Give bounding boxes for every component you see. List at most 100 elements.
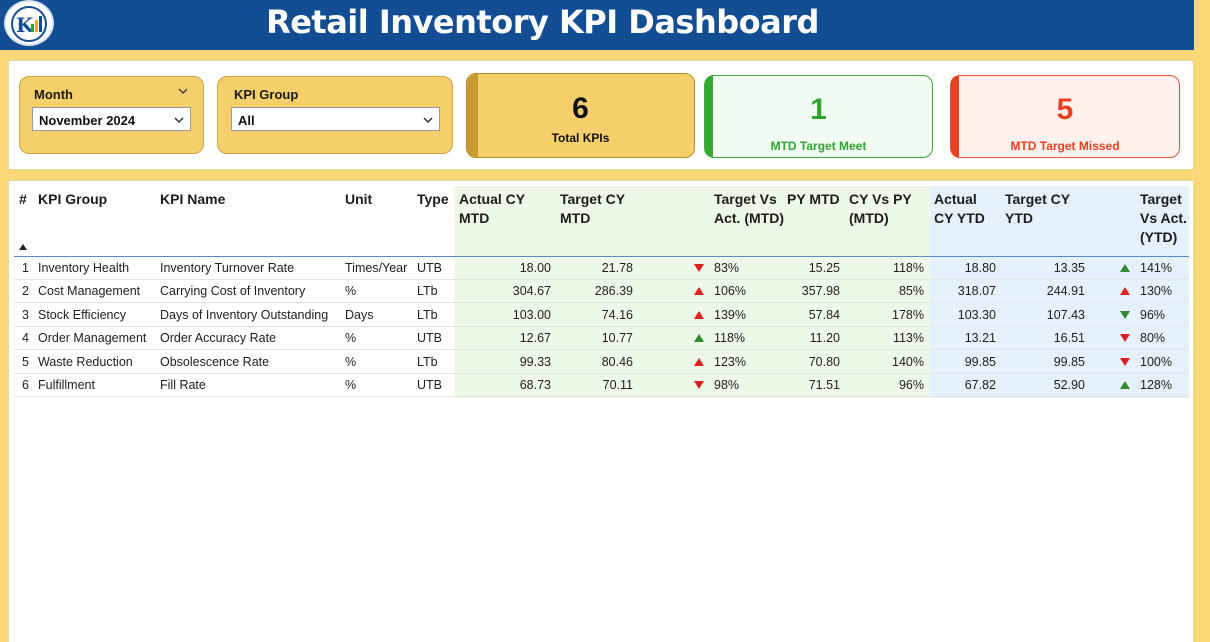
- table-row[interactable]: 6 Fulfillment Fill Rate% UTB 68.73 70.11 98% 71…: [14, 374, 1189, 397]
- cell-num: 6: [22, 378, 29, 392]
- cell-type: LTb: [417, 284, 438, 299]
- month-dropdown[interactable]: November 2024: [32, 107, 191, 131]
- total-kpis-value: 6: [572, 92, 589, 125]
- column-header-kpi-group[interactable]: KPI Group: [38, 191, 108, 207]
- cell-tva-ytd: 96%: [1140, 307, 1166, 322]
- kpi-group-dropdown[interactable]: All: [231, 107, 440, 131]
- cell-tva-ytd: 128%: [1140, 378, 1172, 392]
- cell-name: Carrying Cost of Inventory: [160, 284, 306, 299]
- month-slicer-label: Month: [34, 87, 73, 102]
- title-bar: K Retail Inventory KPI Dashboard: [0, 0, 1210, 50]
- column-header-cy-vs-py-mtd[interactable]: CY Vs PY (MTD): [849, 191, 912, 226]
- cell-actual-ytd: 99.85: [964, 354, 996, 369]
- month-value: November 2024: [39, 113, 136, 128]
- cell-actual-mtd: 304.67: [512, 284, 551, 299]
- triangle-up-icon: [1120, 264, 1130, 272]
- table-row[interactable]: 2 Cost Management Carrying Cost of Invento…: [14, 280, 1189, 304]
- cell-num: 3: [22, 307, 29, 322]
- cell-actual-mtd: 68.73: [519, 378, 551, 392]
- column-header-target-vs-act-mtd[interactable]: Target Vs Act. (MTD): [714, 191, 784, 226]
- triangle-down-icon: [1120, 334, 1130, 343]
- cell-actual-mtd: 103.00: [512, 307, 551, 322]
- cell-actual-mtd: 18.00: [519, 261, 551, 275]
- cell-cy-vs-py: 96%: [898, 378, 924, 392]
- cell-py-mtd: 71.51: [808, 378, 840, 392]
- cell-unit: Days: [345, 307, 374, 322]
- cell-tva-ytd: 100%: [1140, 354, 1172, 369]
- card-accent: [951, 76, 959, 157]
- triangle-down-icon: [1120, 310, 1130, 319]
- svg-text:K: K: [16, 13, 34, 37]
- triangle-down-icon: [694, 264, 704, 272]
- cell-actual-ytd: 318.07: [957, 284, 996, 299]
- cell-unit: %: [345, 378, 357, 392]
- cell-type: UTB: [417, 331, 442, 346]
- cell-actual-ytd: 67.82: [964, 378, 996, 392]
- page-title: Retail Inventory KPI Dashboard: [266, 3, 819, 41]
- column-header-type[interactable]: Type: [417, 191, 449, 207]
- month-slicer: Month November 2024: [19, 76, 204, 154]
- ytd-columns-band: [930, 186, 1189, 398]
- cell-tva-mtd: 118%: [714, 331, 746, 346]
- cell-actual-ytd: 13.21: [964, 331, 996, 346]
- cell-tva-ytd: 130%: [1140, 284, 1172, 299]
- triangle-up-icon: [1120, 381, 1130, 389]
- column-header-kpi-name[interactable]: KPI Name: [160, 191, 226, 207]
- triangle-up-icon: [694, 287, 704, 296]
- cell-group: Fulfillment: [38, 378, 95, 392]
- table-row[interactable]: 3 Stock Efficiency Days of Inventory Outst…: [14, 304, 1189, 327]
- triangle-up-icon: [1120, 287, 1130, 296]
- cell-py-mtd: 11.20: [809, 331, 840, 346]
- cell-py-mtd: 357.98: [801, 284, 840, 299]
- column-header-num[interactable]: #: [19, 191, 27, 207]
- cell-name: Days of Inventory Outstanding: [160, 307, 329, 322]
- column-header-target-cy-mtd[interactable]: Target CY MTD: [560, 191, 625, 226]
- page-edge: [1194, 0, 1210, 642]
- cell-unit: Times/Year: [345, 261, 408, 275]
- cell-tva-mtd: 106%: [714, 284, 746, 299]
- triangle-up-icon: [694, 310, 704, 319]
- cell-target-mtd: 70.11: [602, 378, 633, 392]
- column-header-unit[interactable]: Unit: [345, 191, 373, 207]
- column-header-target-cy-ytd[interactable]: Target CY YTD: [1005, 191, 1070, 226]
- mtd-target-meet-value: 1: [810, 93, 827, 126]
- cell-actual-ytd: 18.80: [964, 261, 996, 275]
- table-row[interactable]: 1 Inventory Health Inventory Turnover Rate…: [14, 257, 1189, 280]
- kpi-group-value: All: [238, 113, 255, 128]
- triangle-down-icon: [694, 381, 704, 389]
- column-header-actual-cy-mtd[interactable]: Actual CY MTD: [459, 191, 525, 226]
- cell-tva-mtd: 98%: [714, 378, 740, 392]
- cell-type: UTB: [417, 261, 442, 275]
- cell-unit: %: [345, 284, 357, 299]
- chevron-down-icon[interactable]: [178, 87, 188, 95]
- cell-py-mtd: 70.80: [808, 354, 840, 369]
- mtd-columns-band: [454, 186, 930, 398]
- table-row[interactable]: 4 Order Management Order Accuracy Rate% UTB…: [14, 327, 1189, 351]
- cell-num: 2: [22, 284, 29, 299]
- cell-actual-ytd: 103.30: [957, 307, 996, 322]
- mtd-target-missed-label: MTD Target Missed: [1010, 139, 1120, 153]
- column-header-actual-cy-ytd[interactable]: Actual CY YTD: [934, 191, 985, 226]
- header-divider: [14, 256, 1189, 257]
- column-header-target-vs-act-ytd[interactable]: Target Vs Act. (YTD): [1140, 191, 1187, 245]
- cell-target-ytd: 52.90: [1053, 378, 1085, 392]
- cell-tva-mtd: 83%: [714, 261, 740, 275]
- cell-tva-mtd: 139%: [714, 307, 746, 322]
- table-row[interactable]: 5 Waste Reduction Obsolescence Rate% LTb 99.…: [14, 351, 1189, 374]
- cell-target-ytd: 99.85: [1053, 354, 1085, 369]
- cell-type: UTB: [417, 378, 442, 392]
- card-accent: [467, 74, 478, 157]
- cell-target-ytd: 244.91: [1046, 284, 1085, 299]
- cell-group: Stock Efficiency: [38, 307, 127, 322]
- cell-num: 1: [22, 261, 29, 275]
- cell-cy-vs-py: 178%: [892, 307, 924, 322]
- cell-num: 4: [22, 331, 29, 346]
- sort-ascending-icon[interactable]: [19, 244, 27, 250]
- cell-unit: %: [345, 354, 357, 369]
- cell-target-mtd: 80.46: [601, 354, 633, 369]
- column-header-py-mtd[interactable]: PY MTD: [787, 191, 840, 207]
- chevron-down-icon: [174, 117, 184, 124]
- cell-group: Cost Management: [38, 284, 141, 299]
- kpi-group-slicer-label: KPI Group: [234, 87, 299, 102]
- mtd-target-meet-label: MTD Target Meet: [770, 139, 867, 153]
